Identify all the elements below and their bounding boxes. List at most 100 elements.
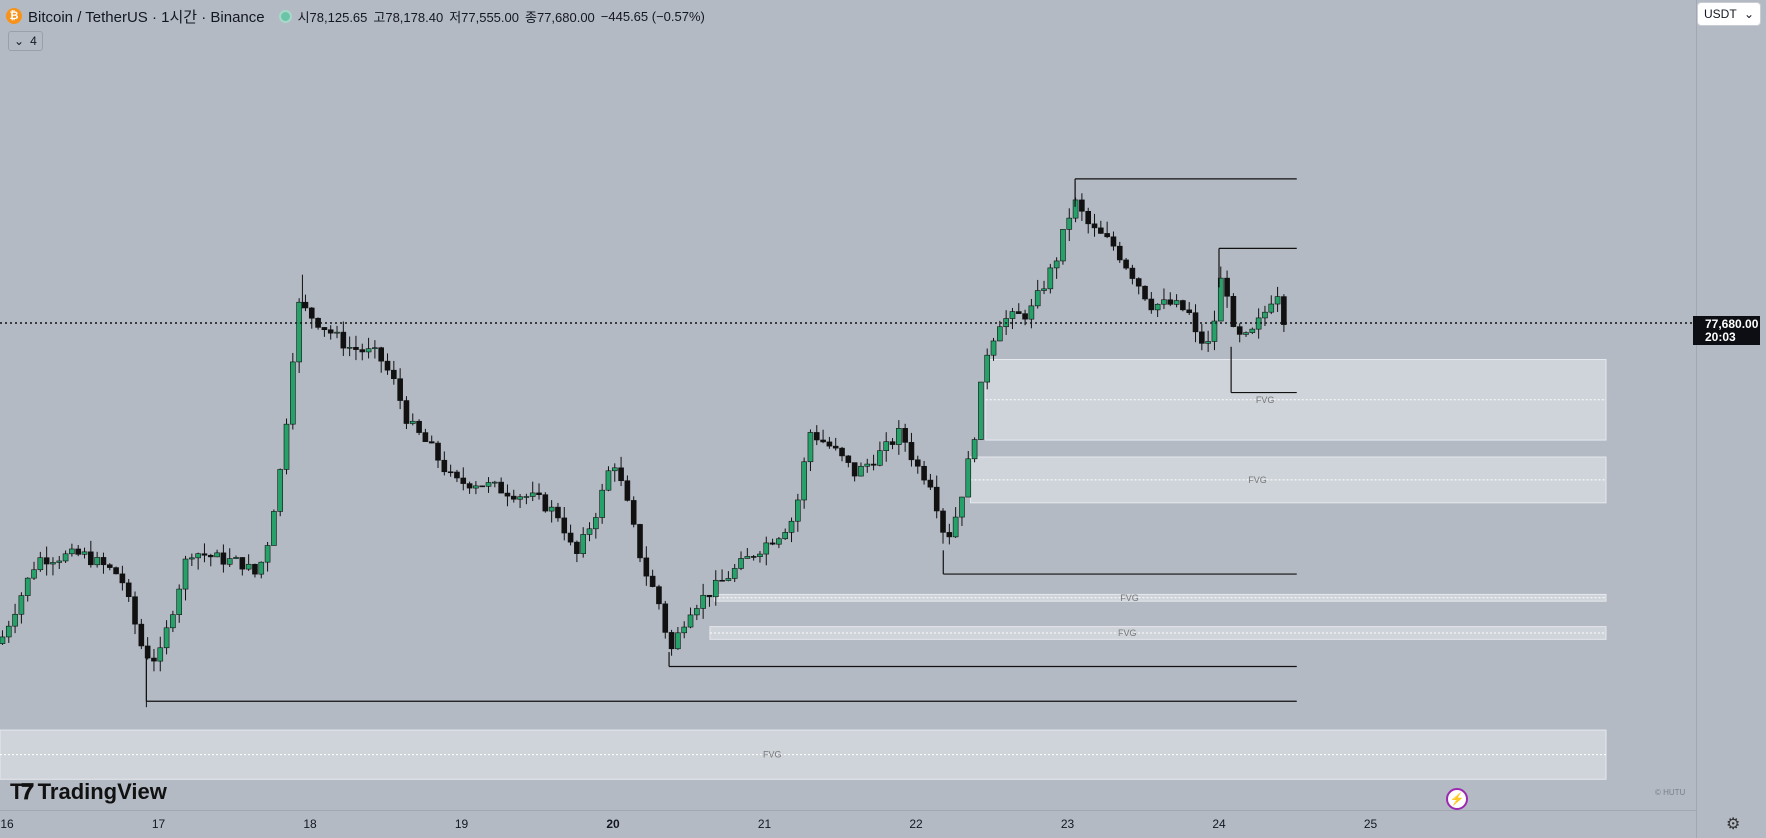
fvg-zone <box>0 729 1607 780</box>
candle-body <box>858 465 864 477</box>
candle-body <box>1154 303 1161 311</box>
candle-body <box>1167 299 1174 305</box>
currency-select[interactable]: USDT ⌄ <box>1697 2 1761 26</box>
candle-body <box>24 577 31 596</box>
candle-body <box>207 554 214 558</box>
candle-body <box>435 442 441 461</box>
candle-body <box>302 301 309 309</box>
candle-body <box>1148 298 1155 311</box>
candle-body <box>908 442 915 461</box>
time-tick-label: 17 <box>152 817 166 831</box>
candle-body <box>12 613 18 627</box>
candle-body <box>618 467 624 482</box>
candle-body <box>1135 278 1142 287</box>
candle-body <box>1028 305 1035 320</box>
candle-body <box>807 432 814 463</box>
candle-body <box>62 553 69 562</box>
ohlc-low: 저77,555.00 <box>449 9 519 25</box>
candle-body <box>492 481 498 484</box>
candle-body <box>422 432 429 442</box>
candle-body <box>725 578 732 581</box>
fvg-label: FVG <box>1256 395 1275 405</box>
tradingview-logo[interactable]: T𝟕 TradingView <box>10 779 167 805</box>
candle-body <box>100 557 107 566</box>
bar-countdown: 20:03 <box>1705 330 1736 344</box>
candle-body <box>864 463 871 467</box>
candle-body <box>681 626 688 634</box>
candle-body <box>75 548 82 555</box>
candle-body <box>31 569 37 579</box>
candle-body <box>409 420 416 424</box>
candle-body <box>201 553 208 556</box>
candle-body <box>978 381 984 440</box>
candle-body <box>776 538 782 545</box>
currency-value: USDT <box>1704 7 1737 21</box>
candle-body <box>1098 227 1104 234</box>
candle-body <box>485 482 492 487</box>
candle-body <box>1110 236 1117 247</box>
candle-body <box>820 439 826 443</box>
candle-body <box>88 551 94 566</box>
candle-body <box>870 463 877 466</box>
candle-body <box>226 558 233 565</box>
indicators-count: 4 <box>30 34 37 48</box>
candle-body <box>233 557 239 559</box>
gear-icon[interactable]: ⚙ <box>1726 816 1741 833</box>
candle-body <box>586 528 593 535</box>
last-price-value: 77,680.00 <box>1705 317 1759 331</box>
candle-body <box>454 471 460 479</box>
candle-body <box>731 568 738 579</box>
candle-body <box>883 441 890 451</box>
candle-body <box>523 496 530 498</box>
candle-body <box>1060 229 1066 262</box>
flash-icon[interactable]: ⚡ <box>1446 788 1468 810</box>
candle-body <box>662 603 669 633</box>
candle-body <box>258 561 265 575</box>
price-axis-panel[interactable] <box>1696 0 1766 838</box>
candle-body <box>624 480 631 501</box>
candle-body <box>18 595 25 615</box>
candle-body <box>750 556 757 558</box>
candle-body <box>611 467 618 472</box>
level-lines <box>145 178 1297 702</box>
chevron-down-icon: ⌄ <box>14 34 25 48</box>
symbol-title[interactable]: Bitcoin / TetherUS · 1시간 · Binance <box>28 8 265 26</box>
candle-body <box>239 557 246 570</box>
candle-body <box>643 557 650 577</box>
candle-body <box>391 369 397 380</box>
candle-body <box>441 459 448 473</box>
candle-body <box>1199 331 1205 344</box>
copyright-text: © HUTU <box>1655 788 1686 797</box>
candle-body <box>877 450 883 466</box>
candle-body <box>56 560 63 563</box>
candle-body <box>271 511 277 546</box>
candle-body <box>637 524 643 559</box>
bitcoin-icon: ₿ <box>6 8 22 24</box>
candles <box>0 181 1287 708</box>
candle-body <box>1205 341 1211 344</box>
candle-body <box>1186 309 1193 313</box>
fvg-zones: FVG FVG FVG FVG FVG <box>0 358 1607 780</box>
candle-body <box>1123 259 1129 269</box>
candle-body <box>1022 313 1028 320</box>
candle-body <box>283 423 290 470</box>
candle-body <box>649 575 656 587</box>
candle-body <box>264 545 271 563</box>
candle-body <box>176 588 183 615</box>
indicators-toggle[interactable]: ⌄ 4 <box>8 31 43 51</box>
symbol-header: ₿ Bitcoin / TetherUS · 1시간 · Binance 시78… <box>6 6 705 26</box>
candle-body <box>997 326 1003 342</box>
candle-body <box>214 552 220 558</box>
candle-body <box>694 608 700 616</box>
candle-body <box>795 499 801 522</box>
candle-body <box>504 492 511 497</box>
candle-body <box>1217 277 1224 322</box>
candle-body <box>687 614 694 628</box>
time-tick-label: 22 <box>909 817 923 831</box>
time-axis[interactable]: 16 17 18 19 20 21 22 23 24 25 <box>0 817 1377 831</box>
candle-body <box>1091 223 1098 229</box>
fvg-label: FVG <box>763 750 782 760</box>
chevron-down-icon: ⌄ <box>1743 7 1754 21</box>
time-tick-label: 24 <box>1212 817 1226 831</box>
